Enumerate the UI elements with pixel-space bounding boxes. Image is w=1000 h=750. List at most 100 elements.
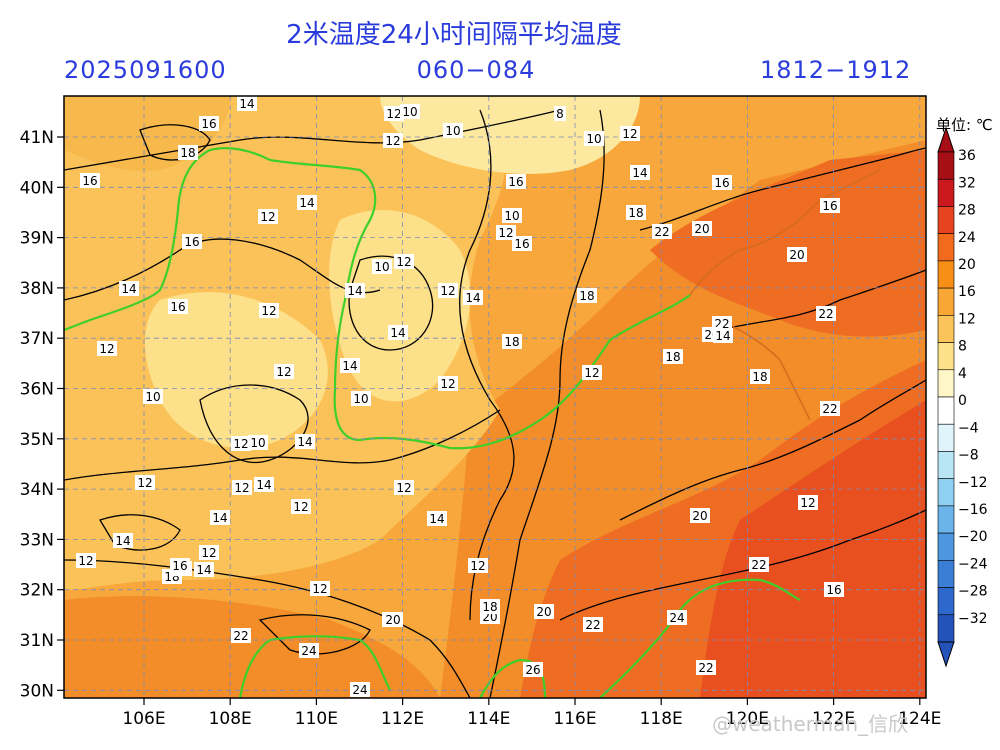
lat-axis-labels: 41N 40N 39N 38N 37N 36N 35N 34N 33N 32N 31N 30N (20, 128, 54, 701)
contour-label: 12 (385, 134, 400, 148)
contour-label: 10 (374, 260, 389, 274)
colorbar-level-label: 28 (958, 203, 976, 219)
run-time: 2025091600 (64, 56, 227, 84)
lat-label: 30N (20, 681, 54, 701)
contour-label: 22 (818, 307, 833, 321)
contour-label-bg (199, 116, 219, 131)
contour-label: 16 (201, 117, 216, 131)
contour-label-bg (274, 364, 294, 379)
contour-label: 12 (622, 127, 637, 141)
boundary-lines (64, 146, 801, 698)
contour-label: 20 (385, 613, 400, 627)
contour-label: 24 (669, 611, 684, 625)
contour-label: 12 (137, 476, 152, 490)
zone-taihang-cool (329, 210, 471, 402)
contour-label: 14 (632, 166, 647, 180)
contour-label-bg (170, 558, 190, 573)
colorbar-level-label: 24 (958, 230, 976, 246)
contour-label: 14 (212, 511, 227, 525)
lon-axis-labels: 106E 108E 110E 112E 114E 116E 118E 120E 122E 124E (122, 709, 941, 729)
contour-label-bg (210, 510, 230, 525)
contour-label-bg (97, 341, 117, 356)
contour-label-bg (119, 281, 139, 296)
contour-label-bg (394, 480, 414, 495)
contour-label-bg (816, 306, 836, 321)
contour-label: 14 (429, 512, 444, 526)
colorbar-swatch (937, 151, 955, 180)
contour-label-bg (798, 495, 818, 510)
contour-label-bg (394, 254, 414, 269)
contour-label: 12 (260, 210, 275, 224)
contour-label-bg (231, 628, 251, 643)
contour-label-bg (291, 499, 311, 514)
contour-label: 12 (201, 546, 216, 560)
colorbar-swatch (937, 260, 955, 289)
contour-label-bg (400, 104, 420, 119)
colorbar-level-label: −8 (958, 448, 979, 464)
contour-label: 26 (525, 663, 540, 677)
map-title: 2米温度24小时间隔平均温度 (286, 20, 622, 50)
contour-label-bg (113, 533, 133, 548)
lon-label: 114E (467, 709, 510, 729)
lon-label: 124E (898, 709, 941, 729)
contour-label-bg (480, 599, 500, 614)
zone-bohai-warm (650, 150, 926, 337)
colorbar-level-label: −24 (958, 556, 988, 572)
contour-label-bg (345, 283, 365, 298)
contour-label-bg (750, 369, 770, 384)
colorbar-swatch (937, 233, 955, 262)
contour-label: 16 (826, 583, 841, 597)
colorbar-swatch (937, 587, 955, 616)
contour-label-bg (663, 349, 683, 364)
colorbar-level-label: −20 (958, 529, 988, 545)
contour-label-bg (438, 376, 458, 391)
contour-label-bg (443, 123, 463, 138)
contour-label-bg (232, 480, 252, 495)
contour-label: 14 (390, 326, 405, 340)
colorbar-swatch (937, 560, 955, 588)
colorbar-level-label: −4 (958, 420, 979, 436)
colorbar-level-label: −32 (958, 611, 988, 627)
contour-label: 18 (628, 206, 643, 220)
contour-label: 16 (514, 237, 529, 251)
contour-label-bg (340, 358, 360, 373)
contour-label-bg (502, 334, 522, 349)
contour-label-bg (199, 545, 219, 560)
contour-label-bg (820, 198, 840, 213)
zone-south-west (64, 596, 440, 698)
contour-label: 22 (751, 558, 766, 572)
watermark: @weatherman_信欣 (712, 712, 909, 736)
contour-label: 12 (470, 559, 485, 573)
contour-label: 24 (301, 644, 316, 658)
contour-label-bg (383, 133, 403, 148)
contour-label: 10 (402, 105, 417, 119)
lon-label: 120E (726, 709, 769, 729)
contour-label-bg (506, 174, 526, 189)
zone-24-plus (700, 400, 926, 698)
contour-label-bg (295, 434, 315, 449)
contour-label-bg (712, 175, 732, 190)
lat-label: 37N (20, 329, 54, 349)
contour-label: 12 (233, 437, 248, 451)
contour-label: 12 (312, 582, 327, 596)
contour-label-bg (463, 290, 483, 305)
contour-label: 12 (276, 365, 291, 379)
contour-label-bg (438, 283, 458, 298)
contour-label: 18 (482, 600, 497, 614)
coastline (689, 169, 881, 421)
contour-label: 10 (445, 124, 460, 138)
contour-label: 14 (196, 563, 211, 577)
lat-label: 32N (20, 581, 54, 601)
contour-label: 14 (347, 284, 362, 298)
contour-label-bg (620, 126, 640, 141)
contour-label-bg (297, 195, 317, 210)
contour-label-bg (667, 610, 687, 625)
contour-label: 14 (239, 97, 254, 111)
contour-label-bg (468, 558, 488, 573)
contour-label: 16 (172, 559, 187, 573)
contour-label-bg (254, 477, 274, 492)
contour-label-bg (372, 259, 392, 274)
contour-label-bg (584, 131, 604, 146)
contour-label: 20 (789, 248, 804, 262)
